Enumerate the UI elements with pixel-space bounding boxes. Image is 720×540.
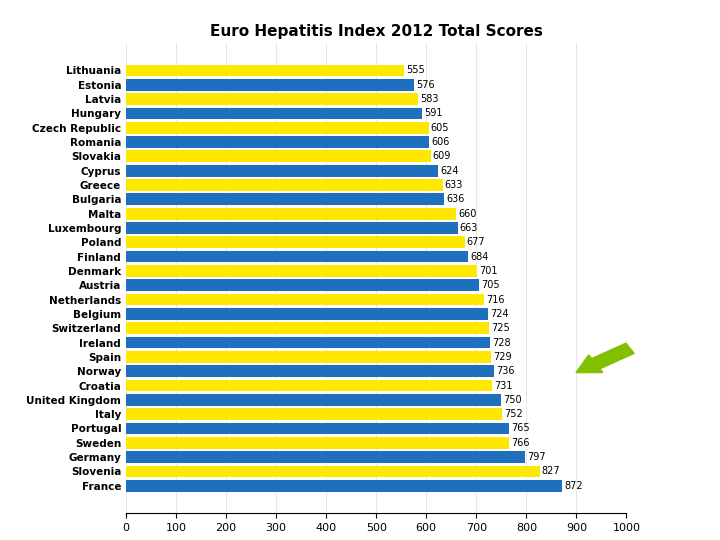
Bar: [126, 222, 458, 234]
Bar: [126, 465, 540, 477]
Bar: [126, 208, 456, 220]
Bar: [126, 294, 485, 306]
Bar: [126, 308, 488, 320]
Bar: [126, 265, 477, 277]
Text: 725: 725: [491, 323, 510, 333]
Text: 705: 705: [481, 280, 500, 291]
Bar: [126, 93, 418, 105]
Text: 677: 677: [467, 237, 485, 247]
Text: 724: 724: [490, 309, 509, 319]
Text: 606: 606: [431, 137, 449, 147]
Bar: [126, 279, 479, 291]
Bar: [126, 336, 490, 348]
Bar: [126, 366, 495, 377]
Bar: [126, 65, 404, 76]
Text: 684: 684: [470, 252, 489, 261]
Bar: [126, 79, 414, 91]
Text: 750: 750: [503, 395, 522, 405]
Title: Euro Hepatitis Index 2012 Total Scores: Euro Hepatitis Index 2012 Total Scores: [210, 24, 543, 39]
Bar: [126, 237, 465, 248]
Bar: [126, 351, 491, 363]
Bar: [126, 193, 444, 205]
Text: 765: 765: [510, 423, 529, 434]
Text: 583: 583: [420, 94, 438, 104]
Text: 731: 731: [494, 381, 513, 390]
Text: 660: 660: [458, 208, 477, 219]
Text: 797: 797: [527, 452, 546, 462]
Text: 716: 716: [486, 295, 505, 305]
Bar: [126, 423, 509, 434]
Text: 728: 728: [492, 338, 511, 348]
Text: 576: 576: [416, 80, 435, 90]
Text: 624: 624: [440, 166, 459, 176]
Text: 766: 766: [511, 438, 530, 448]
Bar: [126, 179, 443, 191]
Text: 701: 701: [479, 266, 498, 276]
Text: 591: 591: [424, 109, 442, 118]
Text: 555: 555: [406, 65, 425, 76]
Bar: [126, 437, 509, 449]
Bar: [126, 136, 429, 148]
Text: 605: 605: [431, 123, 449, 133]
Bar: [126, 151, 431, 162]
Bar: [126, 480, 562, 491]
Bar: [126, 122, 428, 133]
Bar: [126, 394, 501, 406]
Text: 633: 633: [445, 180, 463, 190]
Bar: [126, 380, 492, 392]
Text: 827: 827: [542, 467, 560, 476]
Text: 872: 872: [564, 481, 583, 491]
Text: 663: 663: [460, 223, 478, 233]
Bar: [126, 451, 525, 463]
Bar: [126, 165, 438, 177]
Text: 752: 752: [504, 409, 523, 419]
Bar: [126, 251, 468, 262]
Bar: [126, 408, 503, 420]
Text: 736: 736: [496, 366, 515, 376]
Text: Euro Hepatitis Index 2012 – Výsledné skóre: Euro Hepatitis Index 2012 – Výsledné skó…: [122, 8, 598, 28]
Text: 729: 729: [492, 352, 511, 362]
Bar: [126, 322, 489, 334]
Text: 609: 609: [433, 151, 451, 161]
Bar: [126, 107, 422, 119]
Text: 636: 636: [446, 194, 464, 204]
